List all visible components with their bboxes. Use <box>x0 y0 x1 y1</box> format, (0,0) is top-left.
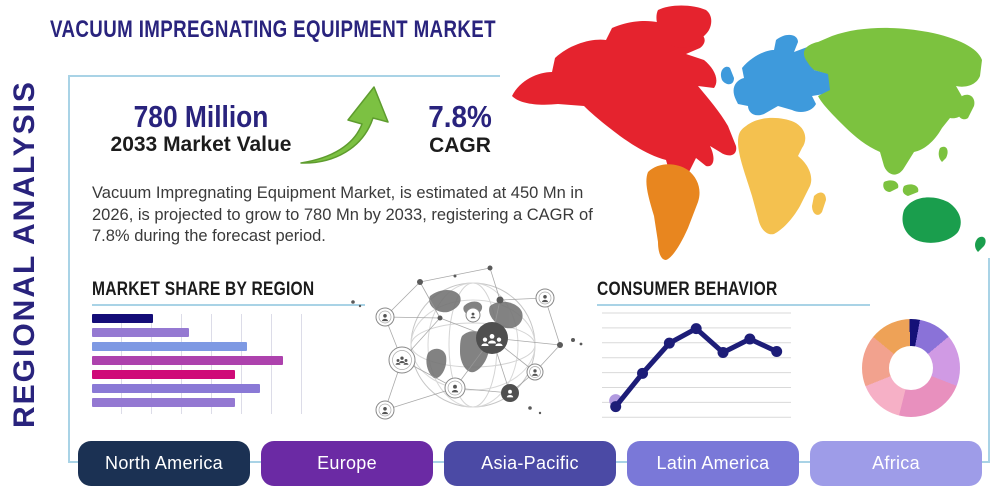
cagr-label: CAGR <box>429 134 491 157</box>
market-summary-text: Vacuum Impregnating Equipment Market, is… <box>92 184 593 245</box>
market-share-bar-chart <box>92 314 302 414</box>
bar-segment <box>92 398 235 407</box>
page-title: VACUUM IMPREGNATING EQUIPMENT MARKET <box>50 16 496 43</box>
panel-border-top <box>68 75 500 77</box>
market-value-stat: 780 Million <box>133 99 269 134</box>
region-button-africa[interactable]: Africa <box>810 441 982 486</box>
bar-segment <box>92 314 153 323</box>
continent-africa <box>738 117 826 235</box>
panel-border-left <box>68 75 70 463</box>
cagr-stat: 7.8% <box>428 99 492 134</box>
person-node-icons <box>375 288 555 420</box>
growth-arrow-icon <box>298 84 395 166</box>
region-buttons-row: North America Europe Asia-Pacific Latin … <box>78 441 982 486</box>
region-button-latin-america[interactable]: Latin America <box>627 441 799 486</box>
bar-segment <box>92 370 235 379</box>
people-hub-icon <box>476 322 508 354</box>
donut-hole <box>889 346 933 390</box>
continent-north-america <box>512 5 737 182</box>
network-dots <box>351 265 583 415</box>
consumer-behavior-heading: CONSUMER BEHAVIOR <box>597 279 778 300</box>
bar-segment <box>92 356 284 365</box>
globe-network-illustration <box>345 258 595 430</box>
region-button-europe[interactable]: Europe <box>261 441 433 486</box>
bar-segment <box>92 384 260 393</box>
market-value-label: 2033 Market Value <box>110 133 292 156</box>
consumer-behavior-heading-rule <box>597 304 870 306</box>
bar-segment <box>92 342 248 351</box>
bar-segment <box>92 328 189 337</box>
panel-border-right <box>988 258 990 463</box>
market-share-section-header: MARKET SHARE BY REGION <box>92 279 365 306</box>
consumer-behavior-section-header: CONSUMER BEHAVIOR <box>597 279 870 306</box>
region-button-asia-pacific[interactable]: Asia-Pacific <box>444 441 616 486</box>
consumer-behavior-line-chart <box>602 312 791 418</box>
regional-analysis-vertical-label: REGIONAL ANALYSIS <box>8 80 41 428</box>
region-button-north-america[interactable]: North America <box>78 441 250 486</box>
regional-share-donut <box>862 319 960 417</box>
market-share-heading-rule <box>92 304 365 306</box>
world-map <box>500 0 1000 265</box>
continent-asia <box>803 27 982 196</box>
continent-south-america <box>646 164 700 260</box>
continent-australia <box>902 197 986 252</box>
market-share-heading: MARKET SHARE BY REGION <box>92 279 315 300</box>
